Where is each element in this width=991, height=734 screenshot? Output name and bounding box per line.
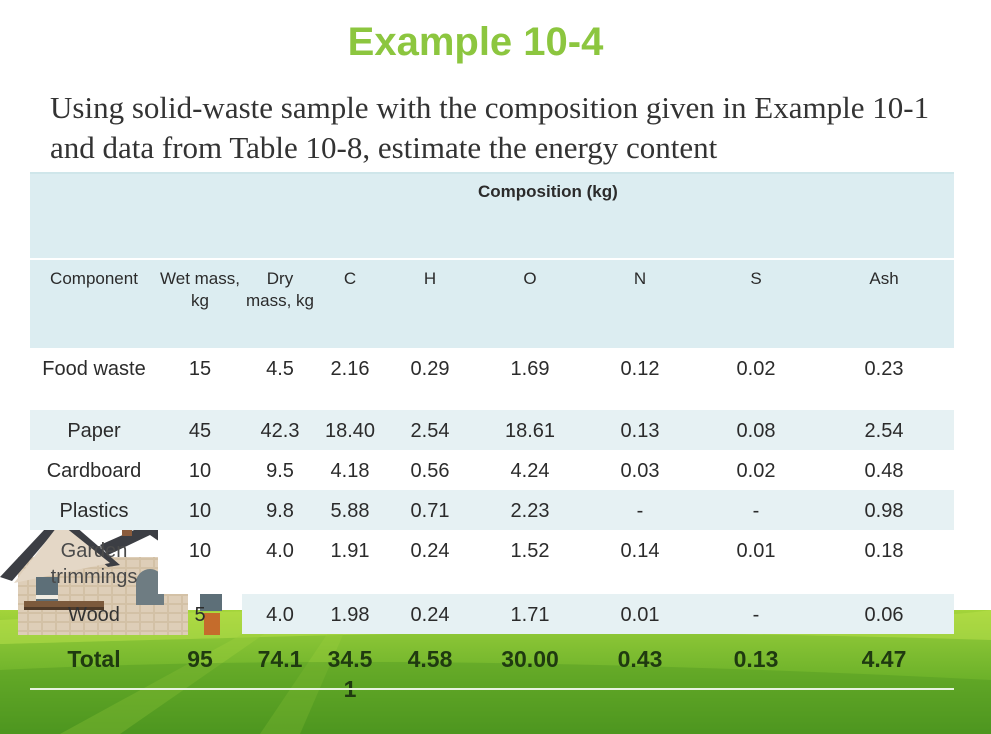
cell-wet-mass: 15: [158, 348, 242, 410]
table-row: Garden trimmings 10 4.0 1.91 0.24 1.52 0…: [30, 530, 955, 594]
cell-dry-mass: 42.3: [242, 410, 318, 450]
cell-n: 0.13: [582, 410, 698, 450]
cell-s: -: [698, 490, 814, 530]
cell-h: 0.24: [382, 594, 478, 634]
cell-o: 1.71: [478, 594, 582, 634]
total-wet-mass: 95: [187, 646, 213, 672]
cell-c: 2.16: [318, 348, 382, 410]
cell-o: 18.61: [478, 410, 582, 450]
cell-c: 5.88: [318, 490, 382, 530]
slide-title: Example 10-4: [347, 20, 604, 64]
cell-o: 4.24: [478, 450, 582, 490]
cell-ash: 0.06: [814, 594, 955, 634]
total-label: Total: [67, 646, 121, 672]
cell-ash: 0.48: [814, 450, 955, 490]
cell-wet-mass: 5: [194, 604, 206, 626]
cell-n: 0.01: [582, 594, 698, 634]
header-h: H: [382, 258, 478, 348]
header-wet-mass: Wet mass, kg: [158, 258, 242, 348]
composition-table: Composition (kg) Component Wet mass, kg …: [30, 172, 955, 704]
table-total-row: Total 95 74.1 34.51 4.58 30.00 0.43 0.13…: [30, 634, 954, 704]
table-row: Wood 5 4.0 1.98 0.24 1.71 0.01 - 0.06: [30, 594, 955, 634]
header-dry-mass: Dry mass, kg: [242, 258, 318, 348]
cell-dry-mass: 9.8: [242, 490, 318, 530]
cell-n: -: [582, 490, 698, 530]
total-ash: 4.47: [861, 646, 907, 672]
cell-dry-mass: 4.0: [242, 530, 318, 594]
cell-wet-mass: 10: [158, 450, 242, 490]
cell-s: -: [698, 594, 814, 634]
cell-h: 0.71: [382, 490, 478, 530]
cell-o: 2.23: [478, 490, 582, 530]
cell-component: Garden trimmings: [50, 540, 138, 588]
cell-dry-mass: 4.0: [242, 594, 318, 634]
total-n: 0.43: [617, 646, 663, 672]
cell-wet-mass: 45: [158, 410, 242, 450]
total-c: 34.51: [327, 646, 373, 702]
total-h: 4.58: [407, 646, 453, 672]
cell-wet-mass: 10: [158, 490, 242, 530]
cell-c: 18.40: [318, 410, 382, 450]
cell-component: Paper: [30, 410, 158, 450]
cell-n: 0.03: [582, 450, 698, 490]
composition-super-header: Composition (kg): [478, 172, 955, 259]
cell-h: 0.29: [382, 348, 478, 410]
cell-s: 0.01: [698, 530, 814, 594]
header-c: C: [318, 258, 382, 348]
cell-dry-mass: 4.5: [242, 348, 318, 410]
cell-c: 1.98: [318, 594, 382, 634]
cell-dry-mass: 9.5: [242, 450, 318, 490]
cell-n: 0.14: [582, 530, 698, 594]
table-row: Food waste 15 4.5 2.16 0.29 1.69 0.12 0.…: [30, 348, 955, 410]
table-row: Paper 45 42.3 18.40 2.54 18.61 0.13 0.08…: [30, 410, 955, 450]
cell-h: 0.56: [382, 450, 478, 490]
table-header-row: Component Wet mass, kg Dry mass, kg C H …: [30, 258, 955, 348]
total-dry-mass: 74.1: [257, 646, 303, 672]
table-super-header-row: Composition (kg): [30, 172, 955, 259]
cell-o: 1.69: [478, 348, 582, 410]
table-row: Cardboard 10 9.5 4.18 0.56 4.24 0.03 0.0…: [30, 450, 955, 490]
cell-s: 0.02: [698, 450, 814, 490]
cell-s: 0.08: [698, 410, 814, 450]
table-row: Plastics 10 9.8 5.88 0.71 2.23 - - 0.98: [30, 490, 955, 530]
total-s: 0.13: [733, 646, 779, 672]
cell-h: 0.24: [382, 530, 478, 594]
cell-component: Cardboard: [30, 450, 158, 490]
cell-ash: 0.98: [814, 490, 955, 530]
cell-h: 2.54: [382, 410, 478, 450]
cell-ash: 2.54: [814, 410, 955, 450]
header-component: Component: [30, 258, 158, 348]
cell-n: 0.12: [582, 348, 698, 410]
cell-c: 1.91: [318, 530, 382, 594]
header-ash: Ash: [814, 258, 955, 348]
cell-ash: 0.18: [814, 530, 955, 594]
cell-wet-mass: 10: [158, 530, 242, 594]
table-bottom-rule: [30, 688, 954, 690]
cell-component: Plastics: [30, 490, 158, 530]
cell-component: Wood: [68, 604, 120, 626]
cell-s: 0.02: [698, 348, 814, 410]
cell-ash: 0.23: [814, 348, 955, 410]
cell-component: Food waste: [30, 348, 158, 410]
header-o: O: [478, 258, 582, 348]
slide-subtitle: Using solid-waste sample with the compos…: [50, 90, 930, 165]
cell-c: 4.18: [318, 450, 382, 490]
header-s: S: [698, 258, 814, 348]
header-n: N: [582, 258, 698, 348]
cell-o: 1.52: [478, 530, 582, 594]
total-o: 30.00: [501, 646, 559, 672]
